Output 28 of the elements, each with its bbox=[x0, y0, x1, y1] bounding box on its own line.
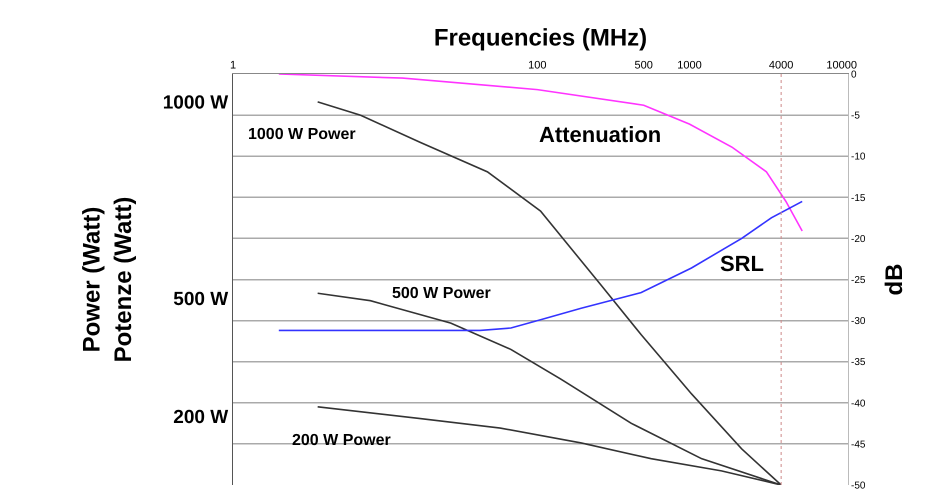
y2-tick-label: -30 bbox=[851, 316, 866, 328]
x-tick-label: 100 bbox=[528, 60, 547, 72]
series-label: 1000 W Power bbox=[248, 126, 356, 143]
y2-tick-label: -10 bbox=[851, 152, 866, 163]
y2-tick-label: -20 bbox=[851, 234, 866, 245]
y-axis-title: Power (Watt) Potenze (Watt) bbox=[78, 196, 137, 362]
y2-tick-label: -50 bbox=[851, 480, 866, 492]
x-tick-label: 500 bbox=[634, 60, 653, 72]
y2-tick-label: -40 bbox=[851, 398, 866, 410]
y-tick-label: 200 W bbox=[173, 406, 228, 428]
y2-tick-label: 0 bbox=[851, 70, 857, 80]
y2-tick-label: -25 bbox=[851, 275, 866, 286]
y2-tick-label: -35 bbox=[851, 357, 866, 368]
y2-tick-label: -5 bbox=[851, 110, 860, 122]
x-tick-label: 10000 bbox=[826, 60, 857, 72]
y-tick-label: 1000 W bbox=[162, 92, 228, 114]
x-tick-label: 1000 bbox=[677, 60, 702, 72]
y2-axis-title: dB bbox=[881, 264, 908, 296]
x-tick-label: 4000 bbox=[768, 60, 794, 72]
series-label: Attenuation bbox=[539, 122, 662, 147]
series-label: 500 W Power bbox=[392, 285, 491, 302]
x-tick-label: 1 bbox=[230, 60, 236, 72]
y-tick-label: 500 W bbox=[173, 289, 228, 310]
y2-tick-label: -15 bbox=[851, 192, 866, 204]
y2-tick-label: -45 bbox=[851, 439, 866, 450]
series-label: SRL bbox=[720, 251, 764, 276]
series-label: 200 W Power bbox=[292, 432, 391, 449]
x-axis-title: Frequencies (MHz) bbox=[434, 24, 648, 52]
